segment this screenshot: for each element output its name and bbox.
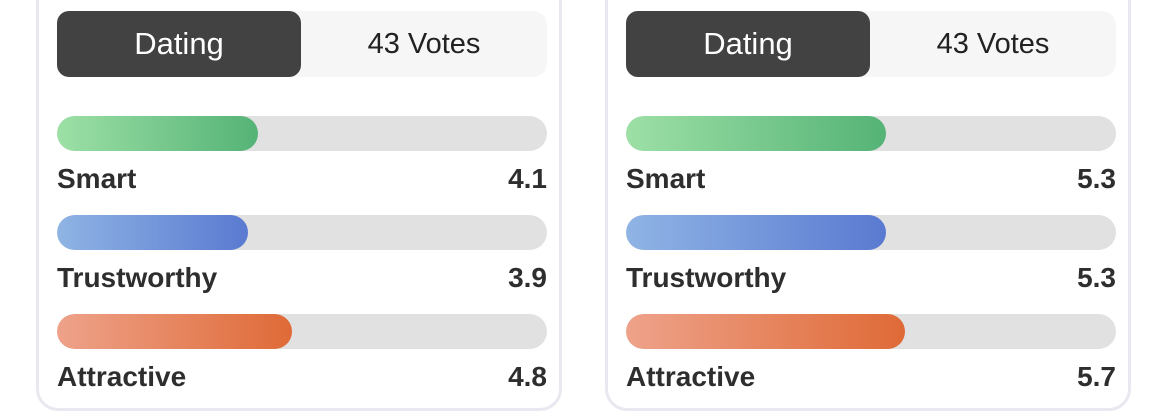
metric-smart: Smart 4.1 <box>57 116 547 195</box>
score-bar-track <box>626 314 1116 349</box>
metric-attractive: Attractive 5.7 <box>626 314 1116 393</box>
metric-label: Attractive <box>57 361 187 392</box>
category-segmented-control: Dating 43 Votes <box>626 11 1116 77</box>
score-bar-fill <box>57 116 258 151</box>
rating-card: Dating 43 Votes Smart 5.3 Trustworthy 5.… <box>605 0 1131 411</box>
votes-count[interactable]: 43 Votes <box>936 27 1050 60</box>
metric-attractive: Attractive 4.8 <box>57 314 547 393</box>
score-bar-fill <box>626 116 886 151</box>
score-bar-fill <box>57 314 293 349</box>
metric-value: 5.3 <box>1077 163 1116 194</box>
score-bar-track <box>57 116 547 151</box>
category-segmented-control: Dating 43 Votes <box>57 11 547 77</box>
score-bar-fill <box>626 215 886 250</box>
metric-label: Trustworthy <box>57 262 218 293</box>
metric-value: 5.3 <box>1077 262 1116 293</box>
metric-value: 5.7 <box>1077 361 1116 392</box>
metric-label: Smart <box>626 163 706 194</box>
metric-label: Smart <box>57 163 137 194</box>
rating-card: Dating 43 Votes Smart 4.1 Trustworthy 3.… <box>36 0 562 411</box>
metric-label: Attractive <box>626 361 756 392</box>
metric-smart: Smart 5.3 <box>626 116 1116 195</box>
metric-trustworthy: Trustworthy 3.9 <box>57 215 547 294</box>
metric-trustworthy: Trustworthy 5.3 <box>626 215 1116 294</box>
score-bar-track <box>626 116 1116 151</box>
metric-label: Trustworthy <box>626 262 787 293</box>
score-bar-track <box>57 215 547 250</box>
category-tab-active[interactable]: Dating <box>626 11 870 77</box>
votes-count[interactable]: 43 Votes <box>367 27 481 60</box>
score-bar-track <box>57 314 547 349</box>
category-tab-active[interactable]: Dating <box>57 11 301 77</box>
metric-value: 4.1 <box>508 163 547 194</box>
score-bar-fill <box>626 314 906 349</box>
score-bar-track <box>626 215 1116 250</box>
metric-value: 3.9 <box>508 262 547 293</box>
score-bar-fill <box>57 215 249 250</box>
metric-value: 4.8 <box>508 361 547 392</box>
